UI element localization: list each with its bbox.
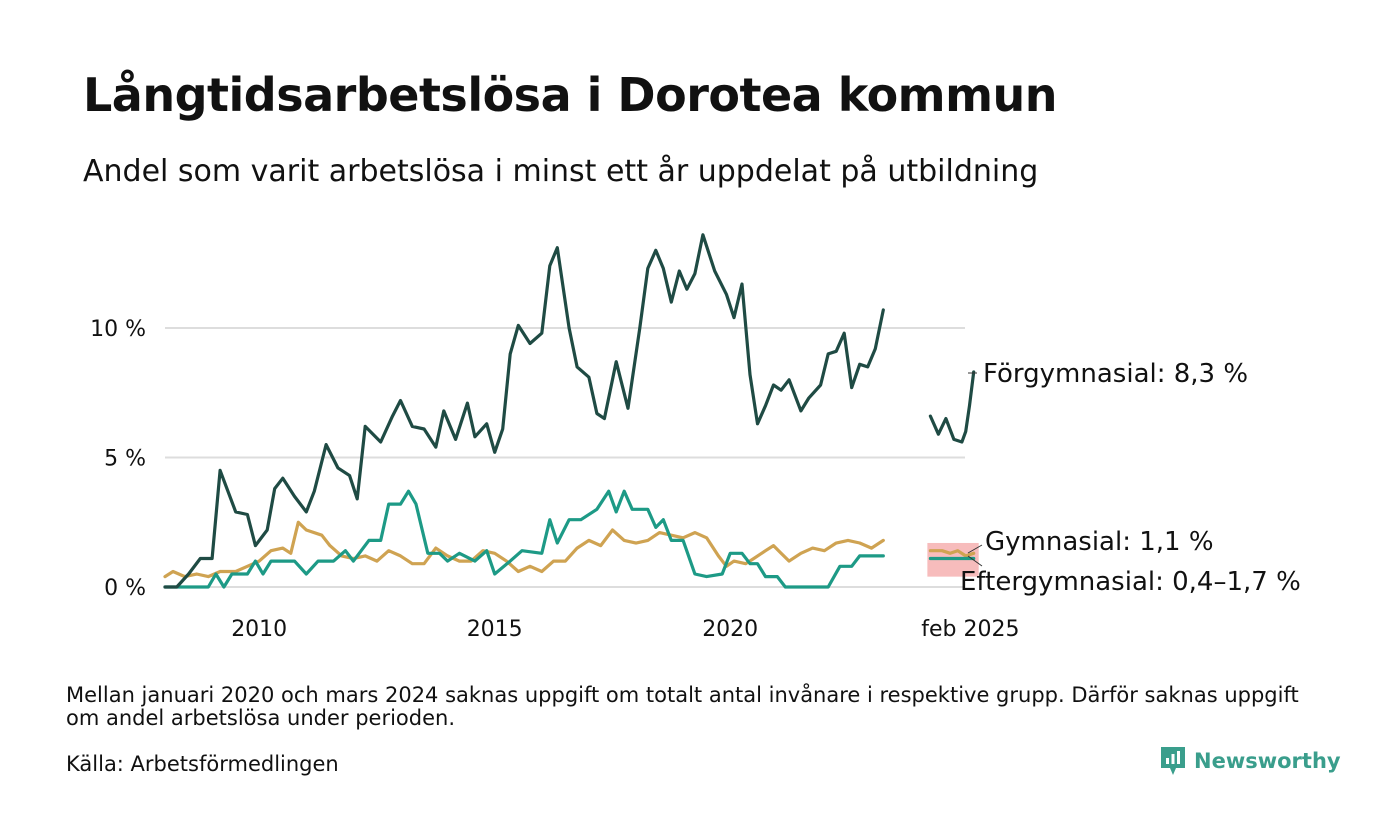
series-line-eftergymnasial: [928, 549, 976, 558]
line-chart: 0 % 5 % 10 % 2010 2015 2020 feb 2025 Förgymnasi…: [90, 233, 1301, 642]
y-tick-label: 10 %: [90, 317, 146, 342]
x-tick-label: 2010: [231, 617, 287, 642]
end-label-leader: [967, 555, 983, 567]
labels: 0 % 5 % 10 % 2010 2015 2020 feb 2025 Förgymnasi…: [90, 317, 1301, 642]
newsworthy-logo-icon: [1161, 747, 1185, 775]
end-label-eftergymnasial: Eftergymnasial: 0,4–1,7 %: [960, 567, 1301, 597]
x-tick-label: 2015: [467, 617, 523, 642]
end-label-leader: [967, 544, 983, 554]
y-tick-label: 0 %: [104, 576, 146, 601]
series-line-förgymnasial: [928, 370, 976, 444]
end-label-gymnasial: Gymnasial: 1,1 %: [985, 527, 1214, 557]
series-line-förgymnasial: [163, 233, 885, 589]
end-label-förgymnasial: Förgymnasial: 8,3 %: [983, 359, 1248, 389]
x-tick-label: feb 2025: [921, 617, 1019, 642]
series-line-gymnasial: [163, 489, 885, 589]
series-lines: [163, 233, 976, 589]
x-tick-label: 2020: [702, 617, 758, 642]
brand-name: Newsworthy: [1194, 749, 1341, 773]
brand-logo: Newsworthy: [1160, 746, 1341, 776]
source-text: Källa: Arbetsförmedlingen: [66, 752, 339, 776]
chart-title: Långtidsarbetslösa i Dorotea kommun: [83, 68, 1058, 122]
chart-subtitle: Andel som varit arbetslösa i minst ett å…: [83, 154, 1039, 189]
footnote: Mellan januari 2020 och mars 2024 saknas…: [66, 683, 1299, 730]
series-line-eftergymnasial: [163, 520, 885, 579]
gridlines: [165, 327, 965, 588]
y-tick-label: 5 %: [104, 447, 146, 472]
